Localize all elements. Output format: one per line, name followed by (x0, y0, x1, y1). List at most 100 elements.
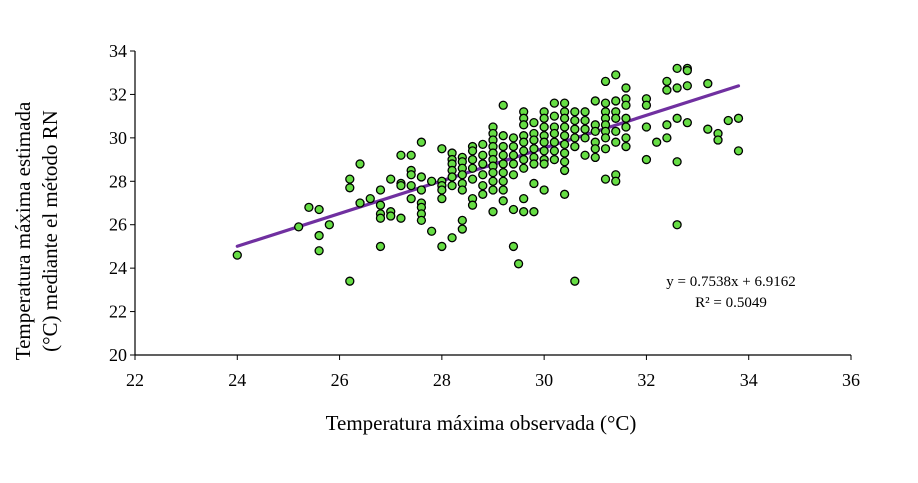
data-point (355, 198, 365, 208)
data-point (519, 207, 529, 217)
data-point (590, 152, 600, 163)
data-point (559, 165, 570, 176)
data-point (662, 85, 672, 95)
data-point (580, 107, 590, 117)
x-tick-label: 26 (331, 370, 349, 390)
data-point (232, 250, 242, 260)
data-point (600, 174, 611, 184)
data-point (498, 150, 508, 160)
data-point (375, 200, 386, 210)
data-point (539, 137, 549, 147)
trendline-equation: y = 0.7538x + 6.9162 (666, 274, 795, 290)
data-point (416, 137, 427, 147)
data-point (529, 159, 539, 169)
data-point (559, 122, 570, 132)
y-tick-label: 22 (109, 302, 127, 322)
data-point (519, 163, 529, 173)
data-point (549, 128, 560, 139)
data-point (375, 185, 386, 195)
data-point (498, 100, 508, 110)
data-point (621, 141, 631, 152)
data-point (488, 167, 498, 178)
data-point (508, 204, 519, 215)
data-point (406, 150, 416, 160)
data-point (703, 78, 713, 89)
data-point (549, 137, 560, 147)
data-point (416, 185, 427, 195)
data-point (426, 226, 437, 236)
data-point (559, 98, 570, 108)
data-point (386, 211, 396, 221)
data-point (621, 100, 631, 110)
data-point (621, 122, 631, 132)
data-point (641, 154, 652, 165)
data-point (508, 170, 519, 180)
data-point (457, 224, 467, 234)
data-point (682, 65, 692, 76)
data-point (457, 185, 467, 195)
data-point (600, 98, 611, 108)
data-point (498, 196, 508, 206)
data-point (416, 172, 427, 182)
data-point (519, 120, 529, 130)
data-point (519, 137, 529, 147)
data-point (513, 259, 524, 269)
x-tick-label: 32 (637, 370, 655, 390)
data-point (539, 159, 549, 169)
data-point (467, 163, 478, 173)
y-tick-label: 20 (109, 345, 127, 365)
data-point (529, 144, 539, 154)
data-point (426, 176, 437, 186)
data-point (519, 154, 529, 165)
data-point (529, 118, 539, 128)
y-tick-label: 26 (109, 215, 127, 235)
data-point (580, 115, 590, 126)
data-point (570, 115, 580, 126)
data-point (549, 154, 560, 165)
data-point (733, 146, 744, 156)
data-point (641, 122, 652, 132)
data-point (478, 159, 488, 169)
data-point (324, 220, 334, 230)
trendline-layer (235, 84, 741, 248)
trendline (235, 84, 741, 248)
data-point (508, 241, 519, 252)
data-point (478, 139, 488, 150)
data-point (488, 185, 498, 195)
data-point (498, 185, 508, 195)
data-point (508, 150, 519, 160)
data-point (549, 146, 560, 156)
data-point (498, 159, 508, 169)
data-point (672, 83, 682, 93)
data-point (396, 150, 406, 160)
data-point (703, 124, 713, 134)
data-point (375, 213, 386, 223)
data-point (498, 141, 508, 152)
data-point (365, 194, 375, 204)
data-point (467, 200, 478, 210)
data-point (672, 220, 682, 230)
data-point (662, 76, 672, 87)
x-tick-label: 30 (535, 370, 553, 390)
data-point (488, 207, 498, 217)
data-point (611, 126, 621, 136)
data-point (611, 113, 621, 123)
data-point (498, 131, 508, 141)
data-point (611, 137, 621, 147)
data-point (437, 241, 447, 252)
data-point (345, 276, 355, 286)
data-point (478, 170, 488, 180)
data-point (355, 159, 365, 169)
data-point (345, 183, 355, 193)
data-point (406, 180, 416, 191)
data-point (559, 189, 570, 199)
y-tick-label: 32 (109, 84, 127, 104)
data-point (559, 113, 570, 123)
data-point (590, 144, 600, 154)
data-point (600, 76, 611, 87)
data-point (386, 174, 396, 184)
data-point (559, 148, 570, 158)
data-point (611, 176, 621, 186)
data-point (672, 113, 682, 123)
